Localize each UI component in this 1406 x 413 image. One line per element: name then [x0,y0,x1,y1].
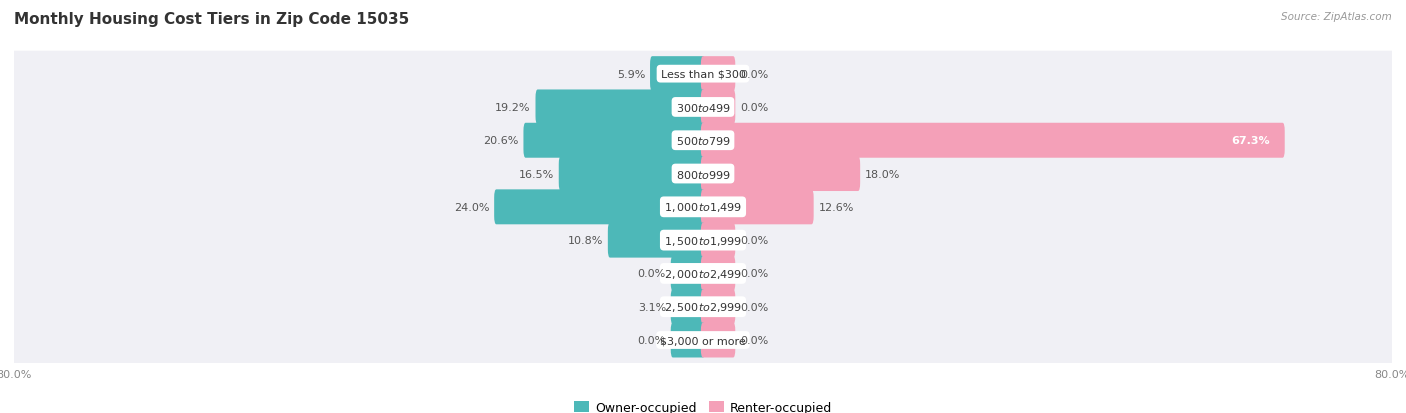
Text: 19.2%: 19.2% [495,103,531,113]
FancyBboxPatch shape [3,317,1403,363]
Text: 0.0%: 0.0% [740,103,768,113]
Text: $3,000 or more: $3,000 or more [661,335,745,345]
FancyBboxPatch shape [3,52,1403,97]
Text: 20.6%: 20.6% [484,136,519,146]
Text: 67.3%: 67.3% [1232,136,1270,146]
FancyBboxPatch shape [700,123,1285,158]
FancyBboxPatch shape [3,185,1403,230]
Text: 16.5%: 16.5% [519,169,554,179]
Text: 0.0%: 0.0% [638,335,666,345]
FancyBboxPatch shape [700,256,735,291]
Text: 0.0%: 0.0% [740,235,768,246]
Text: $2,000 to $2,499: $2,000 to $2,499 [664,267,742,280]
Text: Less than $300: Less than $300 [661,69,745,79]
Text: 24.0%: 24.0% [454,202,489,212]
Text: 12.6%: 12.6% [818,202,853,212]
FancyBboxPatch shape [700,157,860,192]
FancyBboxPatch shape [700,57,735,92]
FancyBboxPatch shape [3,118,1403,164]
Text: Monthly Housing Cost Tiers in Zip Code 15035: Monthly Housing Cost Tiers in Zip Code 1… [14,12,409,27]
FancyBboxPatch shape [558,157,706,192]
FancyBboxPatch shape [700,290,735,325]
Text: $500 to $799: $500 to $799 [675,135,731,147]
Text: 0.0%: 0.0% [740,302,768,312]
Text: 18.0%: 18.0% [865,169,900,179]
FancyBboxPatch shape [671,256,706,291]
Text: 0.0%: 0.0% [740,69,768,79]
Text: 10.8%: 10.8% [568,235,603,246]
FancyBboxPatch shape [3,251,1403,297]
FancyBboxPatch shape [3,218,1403,263]
FancyBboxPatch shape [700,190,814,225]
FancyBboxPatch shape [700,90,735,125]
FancyBboxPatch shape [3,151,1403,197]
Text: 5.9%: 5.9% [617,69,645,79]
Text: $1,500 to $1,999: $1,500 to $1,999 [664,234,742,247]
FancyBboxPatch shape [3,85,1403,131]
Text: 0.0%: 0.0% [740,335,768,345]
FancyBboxPatch shape [700,223,735,258]
Text: 0.0%: 0.0% [740,269,768,279]
FancyBboxPatch shape [494,190,706,225]
FancyBboxPatch shape [700,323,735,358]
Text: $800 to $999: $800 to $999 [675,168,731,180]
FancyBboxPatch shape [607,223,706,258]
FancyBboxPatch shape [671,290,706,325]
Text: $2,500 to $2,999: $2,500 to $2,999 [664,301,742,313]
Text: $300 to $499: $300 to $499 [675,102,731,114]
FancyBboxPatch shape [650,57,706,92]
Text: 0.0%: 0.0% [638,269,666,279]
FancyBboxPatch shape [3,284,1403,330]
FancyBboxPatch shape [523,123,706,158]
Legend: Owner-occupied, Renter-occupied: Owner-occupied, Renter-occupied [574,401,832,413]
FancyBboxPatch shape [671,323,706,358]
Text: $1,000 to $1,499: $1,000 to $1,499 [664,201,742,214]
Text: 3.1%: 3.1% [638,302,666,312]
Text: Source: ZipAtlas.com: Source: ZipAtlas.com [1281,12,1392,22]
FancyBboxPatch shape [536,90,706,125]
